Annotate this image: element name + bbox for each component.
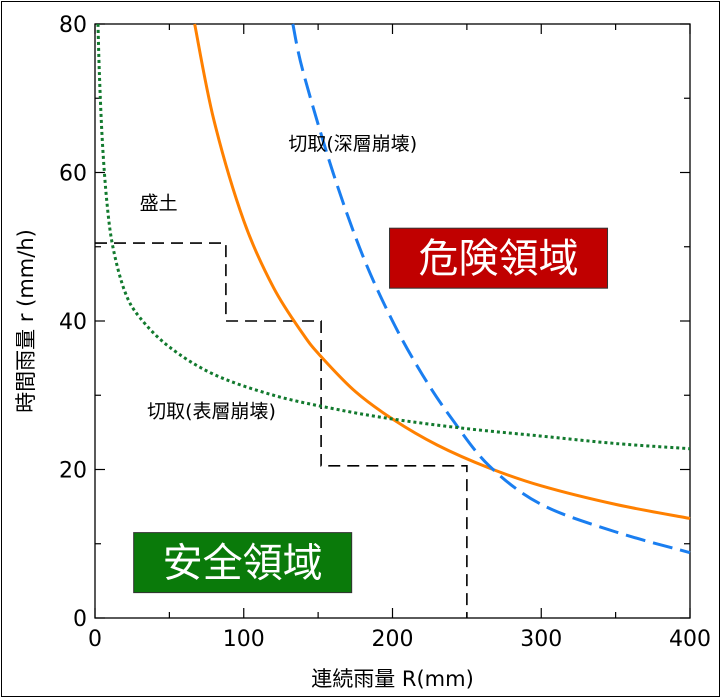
- danger-region-badge: 危険領域: [389, 227, 609, 289]
- x-axis-title: 連続雨量 R(mm): [311, 667, 474, 691]
- y-tick-label: 60: [59, 162, 87, 187]
- y-tick-label: 20: [59, 459, 87, 484]
- region-box: [389, 227, 609, 289]
- region-box: [133, 532, 353, 594]
- curve-annotation: 切取(深層崩壊): [288, 133, 417, 155]
- y-axis-title: 時間雨量 r (mm/h): [14, 229, 38, 413]
- x-tick-label: 300: [520, 627, 562, 652]
- lines-layer: [95, 23, 691, 618]
- deep-cut-curve: [291, 23, 691, 555]
- y-tick-label: 40: [59, 310, 87, 335]
- curve-annotation: 切取(表層崩壊): [147, 401, 276, 423]
- x-tick-label: 200: [372, 627, 414, 652]
- threshold-step-line: [95, 242, 468, 618]
- ticks-layer: 0 100 200 300 400 0 20 40 60 80: [59, 13, 711, 652]
- x-tick-label: 400: [669, 627, 711, 652]
- x-tick-label: 100: [223, 627, 265, 652]
- safe-region-badge: 安全領域: [133, 532, 353, 594]
- region-label: 安全領域: [163, 541, 323, 587]
- x-tick-label: 0: [88, 627, 102, 652]
- embankment-curve: [193, 23, 691, 520]
- y-tick-label: 80: [59, 13, 87, 38]
- region-label: 危険領域: [419, 236, 579, 282]
- curve-annotation: 盛土: [140, 193, 178, 215]
- y-tick-label: 0: [73, 607, 87, 632]
